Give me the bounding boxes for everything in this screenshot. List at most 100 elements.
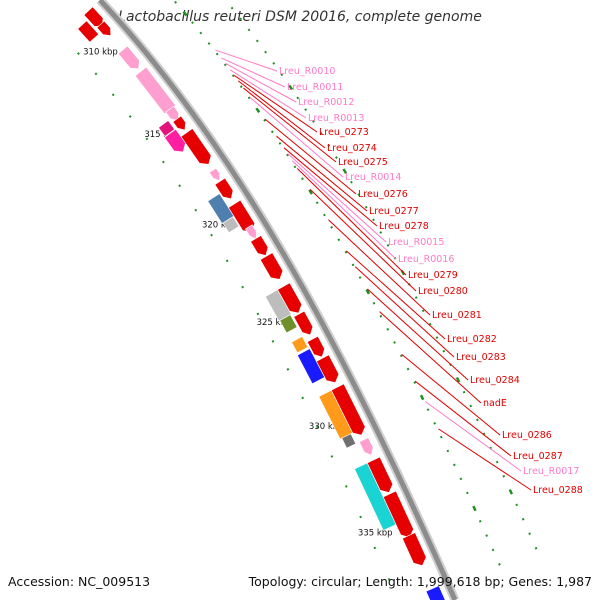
scale-tick-mark: [280, 73, 284, 77]
scale-tick-mark: [327, 144, 331, 147]
scale-tick-mark: [439, 435, 443, 439]
backbone-track: [96, 0, 460, 600]
scale-tick-mark: [482, 432, 486, 436]
rna-feature: [208, 167, 220, 182]
scale-tick-mark: [174, 0, 178, 4]
scale-tick-mark: [128, 115, 132, 118]
scale-tick-mark: [413, 381, 417, 384]
cds-feature: [316, 354, 340, 384]
label-leader-line: [401, 354, 501, 436]
scale-tick-mark: [263, 118, 267, 122]
scale-tick-mark: [301, 177, 304, 181]
gene-label: Lreu_R0011: [287, 82, 343, 93]
scale-tick-mark: [286, 153, 289, 157]
gene-label: Lreu_R0016: [398, 254, 454, 265]
cds-feature: [330, 383, 366, 436]
scale-tick-mark: [337, 238, 341, 242]
gene-label: Lreu_R0010: [279, 66, 335, 77]
scale-tick-mark: [485, 534, 488, 537]
scale-tick-mark: [386, 244, 390, 247]
scale-tick-label: 335 kbp: [358, 528, 393, 538]
scale-tick-mark: [344, 250, 348, 254]
scale-ticks: 310 kbp 315 kbp 320 kbp 325 kbp 330 kbp 335 k…: [77, 0, 538, 581]
scale-tick-mark: [270, 130, 274, 134]
gene-label: nadE: [483, 398, 507, 409]
scale-tick-mark: [323, 213, 326, 217]
gene-label: Lreu_0280: [418, 286, 468, 297]
gene-labels: Lreu_R0010 Lreu_R0011 Lreu_R0012 Lreu_R0013…: [215, 49, 583, 496]
scale-tick-mark: [358, 276, 362, 279]
cds-feature: [264, 289, 292, 322]
cds-feature: [382, 490, 414, 538]
scale-tick-mark: [256, 312, 260, 316]
scale-tick-mark: [178, 184, 182, 188]
cds-feature: [172, 115, 186, 131]
gene-label: Lreu_0274: [327, 143, 377, 154]
label-leader-line: [221, 57, 286, 88]
gene-label: Lreu_0278: [379, 221, 429, 232]
scale-tick-mark: [534, 546, 538, 550]
scale-tick-label: 330 kbp: [309, 422, 344, 432]
scale-tick-mark: [386, 327, 390, 331]
scale-tick-mark: [528, 532, 531, 536]
scale-tick-mark: [357, 193, 361, 197]
scale-tick-mark: [406, 367, 410, 371]
scale-tick-label: 315 kbp: [144, 130, 179, 140]
scale-tick-mark: [442, 349, 446, 353]
scale-tick-mark: [364, 205, 368, 209]
label-leader-line: [367, 288, 469, 381]
map-title: Lactobacillus reuteri DSM 20016, complet…: [118, 9, 482, 25]
scale-tick-mark: [508, 489, 514, 495]
scale-tick-mark: [247, 96, 251, 100]
backbone-line: [98, 0, 458, 600]
scale-tick-mark: [455, 376, 461, 383]
scale-tick-mark: [399, 354, 403, 358]
scale-tick-mark: [230, 6, 234, 10]
cds-feature: [158, 120, 176, 137]
cds-feature: [341, 433, 357, 449]
scale-tick-mark: [387, 577, 391, 581]
scale-tick-mark: [296, 96, 300, 100]
gene-label: Lreu_0273: [319, 127, 369, 138]
scale-tick-mark: [286, 367, 290, 371]
scale-tick-mark: [472, 505, 477, 512]
cds-feature: [222, 216, 240, 234]
label-leader-line: [354, 266, 455, 358]
scale-tick-mark: [207, 42, 211, 45]
scale-tick-mark: [264, 50, 267, 54]
scale-tick-mark: [330, 455, 334, 458]
scale-tick-mark: [215, 52, 219, 56]
gene-label: Lreu_R0012: [298, 97, 354, 108]
gene-label: Lreu_0282: [447, 334, 497, 345]
gene-label: Lreu_0276: [358, 189, 408, 200]
scale-tick-mark: [210, 233, 213, 237]
label-leader-line: [237, 80, 326, 149]
scale-tick-mark: [478, 519, 482, 523]
scale-tick-mark: [428, 322, 432, 326]
scale-tick-mark: [435, 336, 439, 339]
scale-tick-mark: [350, 180, 353, 184]
genome-summary-text: Topology: circular; Length: 1,999,618 bp…: [248, 574, 592, 589]
accession-text: Accession: NC_009513: [8, 574, 151, 589]
scale-tick-mark: [372, 301, 376, 305]
scale-tick-mark: [312, 120, 315, 123]
rna-feature: [134, 66, 176, 115]
scale-tick-mark: [239, 17, 242, 21]
scale-tick-mark: [304, 108, 308, 112]
scale-tick-mark: [191, 21, 194, 25]
label-leader-line: [379, 311, 482, 404]
scale-tick-mark: [293, 165, 297, 169]
cds-feature: [180, 128, 212, 165]
scale-tick-mark: [231, 74, 235, 78]
label-leader-line: [249, 97, 344, 178]
label-leader-line: [328, 219, 431, 316]
scale-tick-mark: [255, 107, 261, 114]
label-leader-line: [424, 401, 522, 472]
scale-tick-mark: [373, 546, 377, 550]
scale-tick-mark: [426, 408, 430, 411]
rna-feature: [117, 45, 140, 70]
gene-label: Lreu_0277: [369, 206, 419, 217]
gene-label: Lreu_0275: [338, 157, 388, 168]
scale-tick-mark: [308, 189, 313, 195]
scale-tick-mark: [278, 141, 282, 145]
